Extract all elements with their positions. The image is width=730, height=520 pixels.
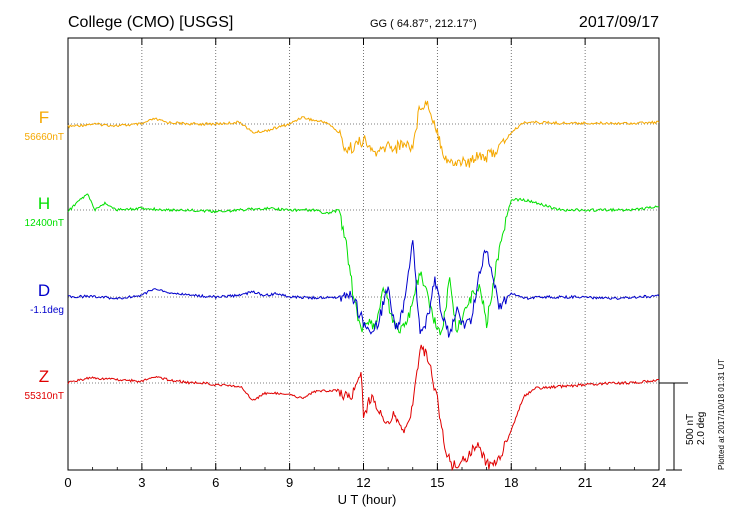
x-tick-label: 15 xyxy=(430,475,444,490)
series-layer xyxy=(67,100,660,472)
x-tick-label: 12 xyxy=(356,475,370,490)
series-name-H: H xyxy=(38,194,50,213)
x-axis-ticks: 0 3 6 9 12 15 18 21 24 xyxy=(64,38,666,490)
scale-bar: 500 nT 2.0 deg xyxy=(659,382,707,471)
series-labels: F 56660nT H 12400nT D -1.1deg Z 55310nT xyxy=(25,108,64,402)
chart-date: 2017/09/17 xyxy=(579,14,659,31)
series-baseline-Z: 55310nT xyxy=(25,391,64,402)
series-line-Z xyxy=(67,344,659,472)
series-baseline-D: -1.1deg xyxy=(30,305,64,316)
x-axis-label: U T (hour) xyxy=(338,492,397,507)
series-name-D: D xyxy=(38,281,50,300)
series-line-F xyxy=(67,100,660,168)
series-name-F: F xyxy=(39,108,49,127)
x-tick-label: 6 xyxy=(212,475,219,490)
chart-title: College (CMO) [USGS] xyxy=(68,14,233,31)
series-line-D xyxy=(68,240,660,338)
x-tick-label: 24 xyxy=(652,475,666,490)
x-tick-label: 21 xyxy=(578,475,592,490)
x-tick-label: 3 xyxy=(138,475,145,490)
series-name-Z: Z xyxy=(39,367,49,386)
series-line-H xyxy=(67,193,660,336)
scale-deg-label: 2.0 deg xyxy=(696,412,707,445)
plotted-timestamp: Plotted at 2017/10/18 01:31 UT xyxy=(717,359,726,470)
scale-nt-label: 500 nT xyxy=(685,414,696,445)
station-coordinates: GG ( 64.87°, 212.17°) xyxy=(370,18,477,30)
x-tick-label: 18 xyxy=(504,475,518,490)
x-tick-label: 0 xyxy=(64,475,71,490)
x-tick-label: 9 xyxy=(286,475,293,490)
series-baseline-F: 56660nT xyxy=(25,132,64,143)
series-baseline-H: 12400nT xyxy=(25,218,64,229)
grid-lines xyxy=(68,38,659,470)
